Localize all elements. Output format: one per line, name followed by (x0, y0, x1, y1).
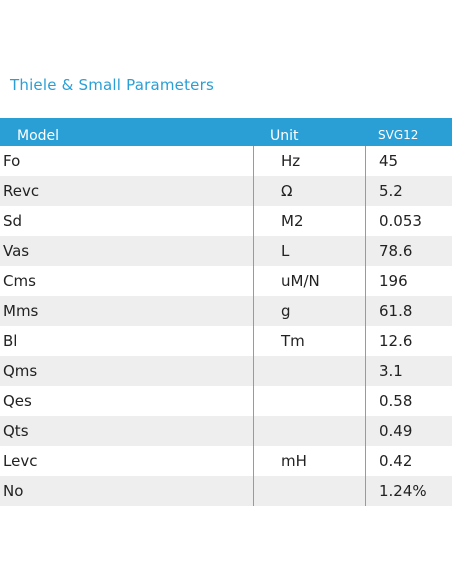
cell-unit (253, 476, 365, 506)
cell-model: Qms (3, 362, 38, 380)
cell-unit: Ω (253, 176, 365, 206)
cell-model: Levc (3, 452, 38, 470)
cell-value: 0.49 (365, 416, 452, 446)
header-value: SVG12 (378, 128, 419, 142)
cell-model: Revc (3, 182, 40, 200)
cell-model: Sd (3, 212, 23, 230)
cell-value: 0.58 (365, 386, 452, 416)
table-row: Vas L 78.6 (0, 236, 452, 266)
cell-value: 12.6 (365, 326, 452, 356)
cell-model: Fo (3, 152, 21, 170)
cell-unit: Tm (253, 326, 365, 356)
cell-model: Qts (3, 422, 29, 440)
table-row: Revc Ω 5.2 (0, 176, 452, 206)
table-row: Qms 3.1 (0, 356, 452, 386)
cell-unit: uM/N (253, 266, 365, 296)
cell-model: Qes (3, 392, 32, 410)
cell-model: Bl (3, 332, 18, 350)
cell-unit: M2 (253, 206, 365, 236)
cell-model: Vas (3, 242, 30, 260)
table-row: Levc mH 0.42 (0, 446, 452, 476)
table-row: No 1.24% (0, 476, 452, 506)
table-row: Qes 0.58 (0, 386, 452, 416)
table-row: Fo Hz 45 (0, 146, 452, 176)
cell-model: No (3, 482, 24, 500)
page-title: Thiele & Small Parameters (10, 76, 214, 94)
cell-model: Cms (3, 272, 36, 290)
header-unit: Unit (270, 128, 299, 144)
table-row: Mms g 61.8 (0, 296, 452, 326)
header-model: Model (17, 128, 60, 144)
cell-unit (253, 386, 365, 416)
table-row: Qts 0.49 (0, 416, 452, 446)
cell-unit (253, 356, 365, 386)
cell-value: 1.24% (365, 476, 452, 506)
parameters-table: Model Unit SVG12 Fo Hz 45 Revc Ω 5.2 Sd … (0, 118, 452, 506)
cell-value: 5.2 (365, 176, 452, 206)
cell-value: 61.8 (365, 296, 452, 326)
table-row: Sd M2 0.053 (0, 206, 452, 236)
cell-unit: g (253, 296, 365, 326)
cell-unit: Hz (253, 146, 365, 176)
cell-value: 78.6 (365, 236, 452, 266)
table-row: Cms uM/N 196 (0, 266, 452, 296)
cell-value: 45 (365, 146, 452, 176)
table-header: Model Unit SVG12 (0, 118, 452, 146)
table-row: Bl Tm 12.6 (0, 326, 452, 356)
cell-unit: L (253, 236, 365, 266)
cell-value: 0.053 (365, 206, 452, 236)
cell-unit (253, 416, 365, 446)
cell-value: 0.42 (365, 446, 452, 476)
cell-value: 196 (365, 266, 452, 296)
cell-model: Mms (3, 302, 39, 320)
cell-value: 3.1 (365, 356, 452, 386)
cell-unit: mH (253, 446, 365, 476)
